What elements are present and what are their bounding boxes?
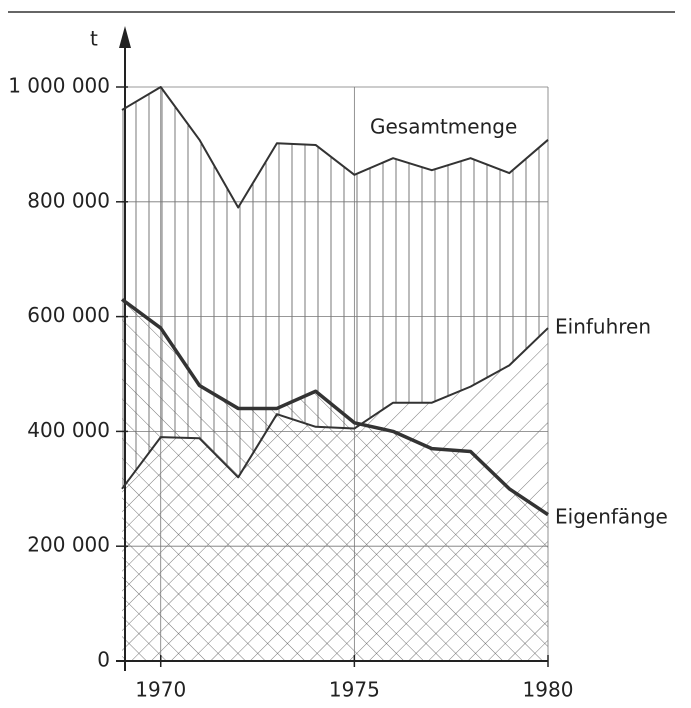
y-axis-arrow: [119, 26, 131, 48]
line: [121, 86, 549, 209]
series-label: Gesamtmenge: [370, 115, 517, 139]
y-tick-label: 0: [97, 648, 110, 672]
x-tick-label: 1980: [523, 678, 574, 702]
line: [121, 327, 549, 490]
y-axis-label: t: [90, 27, 98, 51]
y-tick-label: 400 000: [27, 418, 110, 442]
y-tick-label: 800 000: [27, 188, 110, 212]
line: [120, 297, 549, 517]
series-label: Einfuhren: [555, 315, 651, 339]
y-tick-label: 1 000 000: [8, 74, 110, 98]
y-tick-label: 600 000: [27, 303, 110, 327]
x-tick-label: 1975: [329, 678, 380, 702]
y-tick-label: 200 000: [27, 533, 110, 557]
x-tick-label: 1970: [135, 678, 186, 702]
series-label: Eigenfänge: [555, 505, 668, 529]
area: [122, 299, 548, 661]
